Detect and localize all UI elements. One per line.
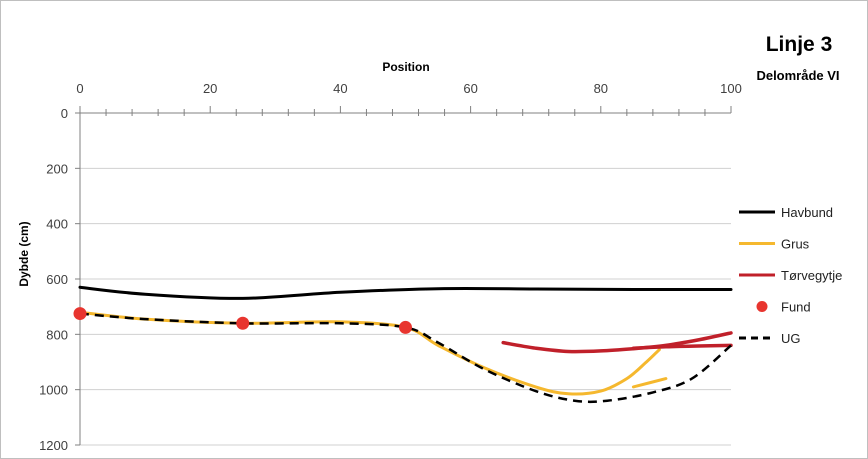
series-layer [78, 285, 733, 404]
legend-label: Tørvegytje [781, 268, 842, 283]
y-tick-label: 600 [46, 272, 68, 287]
y-tick-label: 200 [46, 161, 68, 176]
series-line-grus [631, 377, 668, 389]
legend-label: Fund [781, 300, 811, 315]
fund-marker [236, 316, 250, 330]
series-line-t-rvegytje [631, 343, 733, 350]
x-axis-title: Position [382, 60, 429, 74]
x-tick-label: 100 [720, 81, 742, 96]
series-line-havbund [78, 285, 733, 300]
y-tick-label: 800 [46, 327, 68, 342]
legend-label: UG [781, 331, 801, 346]
legend-label: Havbund [781, 205, 833, 220]
legend-label: Grus [781, 237, 810, 252]
grid-layer [80, 112, 731, 446]
fund-marker [399, 320, 412, 334]
axis-layer: 0 200 400 600 800 1000 1200 0 20 40 60 80 100 [39, 81, 742, 453]
legend-swatch-fund [756, 301, 768, 312]
y-tick-label: 1000 [39, 383, 68, 398]
chart-subtitle: Delområde VI [756, 68, 839, 83]
fund-marker [73, 307, 87, 321]
series-line-t-rvegytje [501, 331, 733, 354]
x-tick-label: 20 [203, 81, 217, 96]
legend: Havbund Grus Tørvegytje Fund UG [739, 205, 842, 346]
y-tick-label: 0 [61, 106, 68, 121]
marker-layer [73, 307, 412, 334]
series-line-ug [79, 312, 732, 404]
x-tick-label: 0 [76, 81, 83, 96]
x-tick-label: 60 [463, 81, 477, 96]
y-tick-label: 400 [46, 217, 68, 232]
x-tick-label: 40 [333, 81, 347, 96]
y-tick-label: 1200 [39, 438, 68, 453]
x-tick-label: 80 [594, 81, 608, 96]
chart-title: Linje 3 [766, 33, 833, 56]
y-axis-title: Dybde (cm) [17, 221, 31, 286]
